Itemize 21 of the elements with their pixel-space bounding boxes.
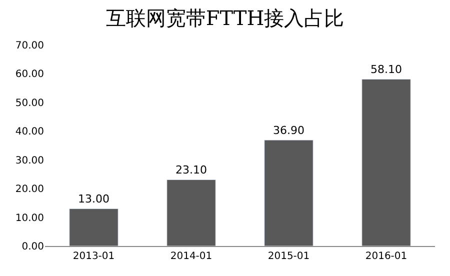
- y-tick-label: 50.00: [15, 98, 44, 109]
- y-tick-label: 70.00: [15, 40, 44, 52]
- bar: [69, 208, 118, 246]
- x-tick-label: 2013-01: [72, 251, 115, 262]
- y-tick-label: 0.00: [22, 242, 44, 252]
- bar: [264, 140, 314, 246]
- y-tick-label: 30.00: [15, 155, 44, 166]
- x-tick-label: 2016-01: [365, 251, 408, 262]
- chart-title: 互联网宽带FTTH接入占比: [106, 6, 344, 30]
- y-tick-label: 20.00: [15, 184, 44, 196]
- y-tick-label: 10.00: [15, 212, 44, 224]
- x-tick-label: 2015-01: [268, 251, 310, 262]
- data-label: 58.10: [370, 63, 402, 76]
- data-label: 23.10: [176, 164, 208, 177]
- y-tick-label: 40.00: [15, 126, 44, 138]
- bar: [166, 179, 216, 246]
- data-label: 36.90: [273, 124, 305, 138]
- x-tick-label: 2014-01: [170, 251, 212, 262]
- bar: [362, 78, 411, 246]
- y-tick-label: 60.00: [15, 69, 44, 80]
- data-label: 13.00: [78, 192, 110, 206]
